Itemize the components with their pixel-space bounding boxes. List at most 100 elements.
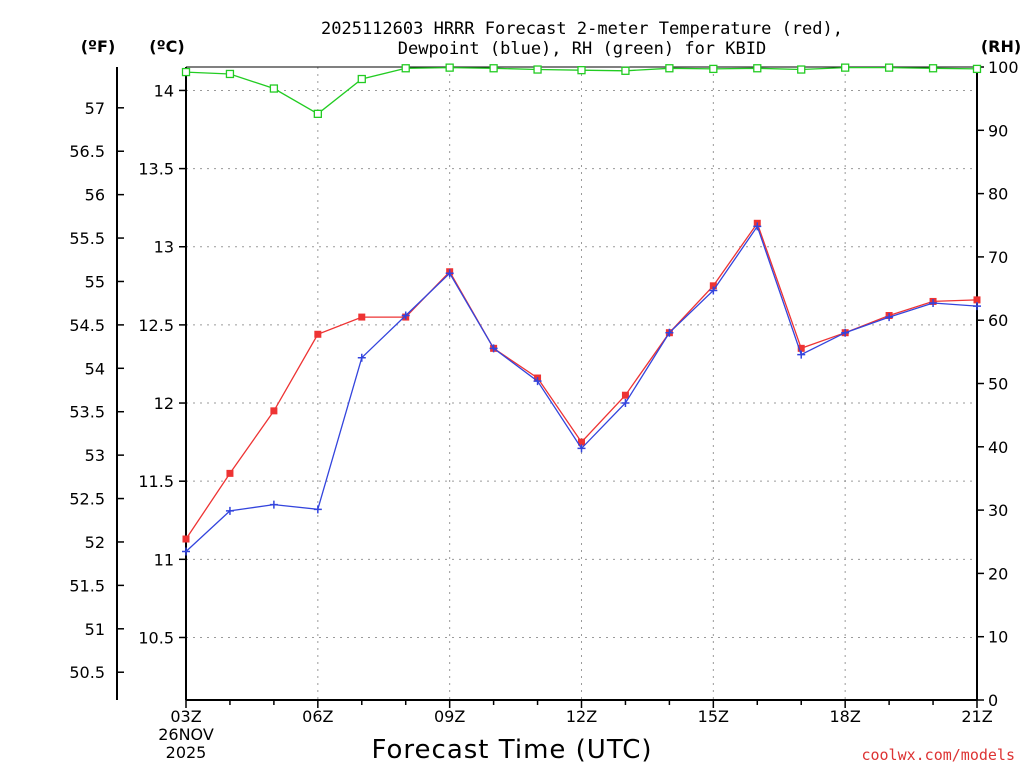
rh-tick-label: 0	[988, 691, 998, 710]
fahrenheit-tick-label: 51.5	[69, 576, 105, 595]
x-tick-label: 03Z	[170, 707, 201, 726]
dewpoint-point	[665, 328, 674, 337]
rh-point	[753, 64, 762, 73]
fahrenheit-tick-label: 53	[85, 446, 105, 465]
dewpoint-point	[929, 299, 938, 308]
dewpoint-point	[269, 500, 278, 509]
rh-point	[401, 64, 410, 73]
chart-subtitle: Dewpoint (blue), RH (green) for KBID	[398, 39, 766, 59]
dewpoint-point	[445, 269, 454, 278]
rh-point	[181, 67, 191, 77]
fahrenheit-tick-label: 52.5	[69, 490, 105, 509]
rh-point	[313, 109, 322, 118]
x-tick-label: 21Z	[961, 707, 992, 726]
temperature-point	[314, 330, 322, 338]
rh-tick-label: 90	[988, 121, 1008, 140]
rh-point	[621, 66, 630, 75]
temperature-point	[182, 535, 190, 543]
fahrenheit-tick-label: 50.5	[69, 663, 105, 682]
temperature-point	[578, 438, 585, 446]
fahrenheit-tick-label: 55	[85, 272, 105, 291]
temperature-point	[358, 313, 366, 321]
data-series	[181, 63, 982, 556]
fahrenheit-tick-label: 52	[85, 533, 105, 552]
fahrenheit-unit-label: (ºF)	[81, 37, 116, 56]
x-tick-label: 15Z	[698, 707, 729, 726]
dewpoint-point	[225, 506, 234, 515]
rh-point	[445, 63, 454, 72]
rh-tick-label: 100	[988, 58, 1019, 77]
rh-tick-label: 30	[988, 501, 1008, 520]
rh-tick-label: 80	[988, 185, 1008, 204]
rh-series	[181, 63, 982, 118]
dewpoint-point	[709, 286, 718, 295]
x-tick-label: 09Z	[434, 707, 465, 726]
credit-label: coolwx.com/models	[861, 746, 1015, 764]
celsius-tick-label: 10.5	[138, 628, 174, 647]
temperature-point	[270, 407, 278, 415]
rh-point	[972, 64, 982, 74]
temperature-point	[709, 282, 717, 290]
dewpoint-point	[533, 377, 542, 386]
fahrenheit-tick-label: 53.5	[69, 403, 105, 422]
rh-point	[928, 64, 938, 73]
dewpoint-point	[797, 350, 806, 359]
fahrenheit-tick-label: 56.5	[69, 142, 105, 161]
temperature-point	[797, 344, 805, 352]
rh-tick-label: 70	[988, 248, 1008, 267]
dewpoint-point	[313, 505, 322, 514]
rh-point	[665, 64, 674, 73]
dewpoint-point	[753, 222, 762, 231]
fahrenheit-tick-label: 55.5	[69, 229, 105, 248]
rh-point	[577, 66, 586, 75]
rh-point	[533, 65, 542, 74]
x-axis-label: Forecast Time (UTC)	[371, 735, 652, 765]
x-tick-label: 06Z	[302, 707, 333, 726]
dewpoint-point	[357, 353, 366, 362]
chart-title: 2025112603 HRRR Forecast 2-meter Tempera…	[321, 19, 843, 39]
celsius-tick-label: 13	[154, 238, 174, 257]
x-date-label: 26NOV	[158, 725, 214, 744]
temperature-point	[973, 296, 981, 304]
x-tick-label: 18Z	[830, 707, 861, 726]
fahrenheit-tick-label: 56	[85, 186, 105, 205]
celsius-tick-label: 14	[154, 81, 174, 100]
rh-point	[884, 63, 894, 72]
rh-tick-label: 40	[988, 438, 1008, 457]
x-tick-label: 12Z	[566, 707, 597, 726]
axes: 10.5 11 11.5 12 12.5 13 13.5 14 50.5 51 51.5 52 52.5…	[69, 58, 1018, 762]
rh-point	[709, 64, 718, 74]
dewpoint-point	[489, 344, 498, 353]
fahrenheit-tick-label: 54.5	[69, 316, 105, 335]
temperature-point	[621, 391, 629, 399]
grid-lines	[186, 67, 977, 700]
x-year-label: 2025	[166, 743, 207, 762]
rh-point	[225, 69, 235, 79]
rh-tick-label: 60	[988, 311, 1008, 330]
rh-unit-label: (RH)	[981, 37, 1021, 56]
rh-point	[357, 74, 366, 84]
dewpoint-point	[973, 302, 981, 311]
celsius-tick-label: 12	[154, 394, 174, 413]
dewpoint-point	[577, 444, 586, 453]
rh-tick-label: 20	[988, 564, 1008, 583]
rh-point	[489, 64, 498, 73]
rh-tick-label: 10	[988, 628, 1008, 647]
fahrenheit-tick-label: 51	[85, 620, 105, 639]
rh-point	[269, 84, 279, 93]
dewpoint-series	[182, 222, 981, 556]
celsius-tick-label: 13.5	[138, 160, 174, 179]
dewpoint-point	[182, 547, 190, 556]
celsius-unit-label: (ºC)	[149, 37, 184, 56]
celsius-tick-label: 12.5	[138, 316, 174, 335]
celsius-tick-label: 11.5	[138, 472, 174, 491]
rh-point	[797, 65, 806, 74]
dewpoint-point	[401, 311, 410, 320]
dewpoint-point	[841, 328, 850, 337]
celsius-tick-label: 11	[154, 550, 174, 569]
fahrenheit-tick-label: 54	[85, 359, 105, 378]
rh-tick-label: 50	[988, 375, 1008, 394]
dewpoint-point	[885, 313, 894, 322]
temperature-point	[226, 469, 234, 477]
